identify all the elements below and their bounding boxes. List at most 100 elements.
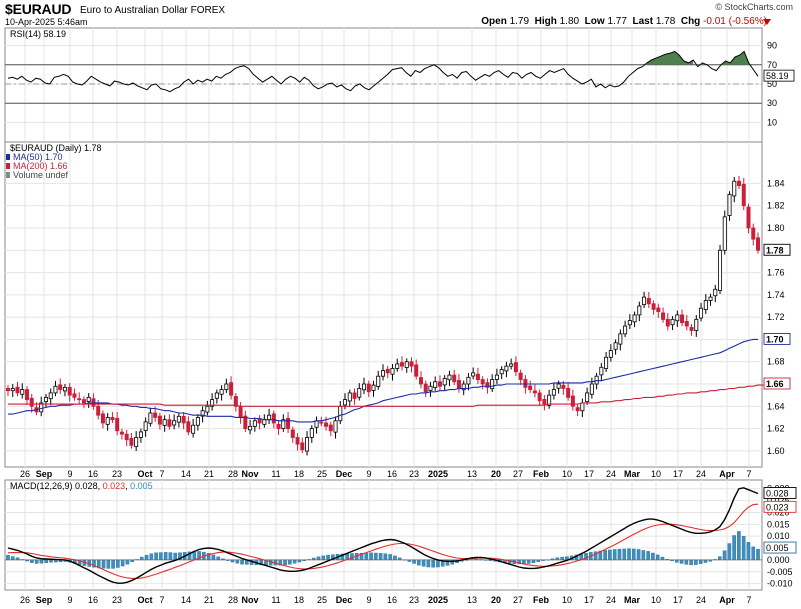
candle-down xyxy=(186,421,191,433)
macd-histogram-bar xyxy=(283,559,287,566)
x-tick-label: 7 xyxy=(746,469,751,479)
macd-histogram-bar xyxy=(240,559,244,565)
macd-histogram-bar xyxy=(560,556,564,561)
candle-down xyxy=(741,183,746,207)
ma50-value-label: 1.70 xyxy=(766,334,784,344)
x-tick-label: 9 xyxy=(67,469,72,479)
macd-histogram-bar xyxy=(608,549,612,561)
x-tick-label: 7 xyxy=(159,595,164,605)
macd-histogram-bar xyxy=(431,559,435,568)
macd-histogram-bar xyxy=(211,554,216,561)
macd-histogram-bar xyxy=(426,559,431,568)
candle-down xyxy=(286,417,291,429)
macd-y-tick-label: 0.010 xyxy=(767,531,790,541)
x-tick-label: 9 xyxy=(67,595,72,605)
macd-histogram-bar xyxy=(125,559,130,565)
candle-up xyxy=(618,333,623,345)
symbol-description: Euro to Australian Dollar FOREX xyxy=(80,5,226,16)
macd-histogram-bar xyxy=(684,559,689,565)
macd-value-label: 0.028 xyxy=(766,488,789,498)
ma50-swatch xyxy=(6,154,10,160)
macd-histogram-bar xyxy=(34,559,39,564)
candle-down xyxy=(100,413,105,424)
candle-up xyxy=(371,384,376,391)
macd-legend: MACD(12,26,9) 0.028, 0.023, 0.005 xyxy=(10,481,153,491)
candle-down xyxy=(561,384,566,389)
candle-up xyxy=(195,417,200,426)
price-y-tick-label: 1.60 xyxy=(767,446,785,456)
macd-marks: 0.028 0.023 0.005 xyxy=(5,487,797,584)
candle-down xyxy=(756,237,761,251)
candle-down xyxy=(409,361,414,367)
candle-up xyxy=(314,420,319,428)
candle-down xyxy=(414,364,419,377)
open-label: Open xyxy=(481,16,507,27)
macd-histogram-bar xyxy=(636,549,641,561)
price-y-tick-label: 1.72 xyxy=(767,312,785,322)
macd-histogram-bar xyxy=(216,556,220,561)
macd-legend-signal: 0.023 xyxy=(103,481,126,491)
candle-down xyxy=(737,180,742,187)
macd-y-tick-label: 0.015 xyxy=(767,519,790,529)
candle-down xyxy=(751,227,756,240)
candle-up xyxy=(309,428,314,438)
x-tick-label: 9 xyxy=(366,469,371,479)
x-tick-label: 14 xyxy=(181,595,191,605)
candle-up xyxy=(376,375,381,387)
candle-down xyxy=(295,437,300,445)
candle-up xyxy=(466,376,471,385)
candle-down xyxy=(29,397,34,407)
candle-up xyxy=(718,249,723,292)
candle-up xyxy=(547,394,552,406)
candle-up xyxy=(699,307,704,319)
macd-histogram-bar xyxy=(292,559,297,564)
candle-up xyxy=(637,305,642,316)
candle-up xyxy=(580,402,585,412)
candle-up xyxy=(585,392,590,403)
candle-up xyxy=(442,378,447,386)
macd-histogram-bar xyxy=(388,554,392,561)
x-tick-label: 2025 xyxy=(428,595,448,605)
candle-up xyxy=(447,374,452,381)
candle-up xyxy=(708,296,713,301)
x-tick-label: 13 xyxy=(467,595,477,605)
ma200-legend: MA(200) 1.66 xyxy=(6,161,68,171)
candle-up xyxy=(632,314,637,323)
macd-histogram-bar xyxy=(717,556,722,561)
macd-histogram-bar xyxy=(173,552,177,561)
price-panel: 1.84 1.82 1.80 1.78 1.76 1.74 1.72 1.70 1.68 1.66… xyxy=(4,141,791,468)
candle-up xyxy=(191,424,196,434)
macd-histogram-bar xyxy=(44,559,49,563)
candle-up xyxy=(333,420,338,433)
candle-down xyxy=(77,398,82,401)
x-tick-label: 20 xyxy=(491,595,501,605)
macd-signal-line xyxy=(7,503,759,579)
x-tick-label: 23 xyxy=(409,469,419,479)
symbol-title: $EURAUD xyxy=(5,1,72,17)
macd-histogram-bar xyxy=(526,559,531,564)
ma50-legend: MA(50) 1.70 xyxy=(6,152,63,162)
candle-down xyxy=(452,374,457,383)
candle-down xyxy=(537,392,542,402)
candle-down xyxy=(532,390,537,394)
macd-histogram-bar xyxy=(655,554,660,561)
candle-up xyxy=(105,417,110,425)
x-tick-label: 27 xyxy=(513,595,523,605)
x-tick-label: 2025 xyxy=(428,469,448,479)
rsi-y-tick-label: 10 xyxy=(767,117,777,127)
x-tick-label: 17 xyxy=(584,595,594,605)
candle-down xyxy=(366,383,371,393)
down-arrow-icon xyxy=(763,19,771,25)
candle-down xyxy=(319,421,324,424)
x-tick-label: 23 xyxy=(112,595,122,605)
candle-down xyxy=(542,398,547,405)
x-tick-label: Sep xyxy=(36,469,53,479)
macd-histogram-bar xyxy=(641,550,646,561)
macd-histogram-bar xyxy=(627,548,631,561)
candle-up xyxy=(262,419,267,425)
candle-up xyxy=(613,342,618,350)
macd-histogram-bar xyxy=(631,548,636,561)
rsi-line xyxy=(7,50,759,93)
candle-down xyxy=(684,320,689,327)
candle-down xyxy=(528,385,533,390)
